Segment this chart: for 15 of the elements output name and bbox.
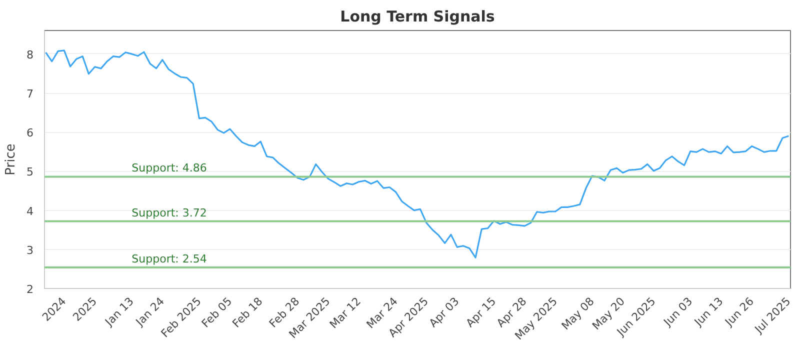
y-tick-label: 2 xyxy=(26,283,34,296)
x-tick-label: Apr 15 xyxy=(464,294,499,330)
ref-line-label: Support: 3.72 xyxy=(132,206,207,220)
y-tick-label: 7 xyxy=(26,88,34,101)
y-tick-label: 4 xyxy=(26,204,34,218)
y-tick-label: 8 xyxy=(26,48,34,62)
x-tick-label: Feb 18 xyxy=(230,294,266,330)
x-tick-label: Apr 03 xyxy=(426,294,462,330)
chart-title: Long Term Signals xyxy=(340,8,495,26)
y-tick-label: 5 xyxy=(26,166,34,179)
ref-line-label: Support: 2.54 xyxy=(132,252,207,266)
y-tick-label: 3 xyxy=(26,244,34,257)
y-tick-label: 6 xyxy=(26,126,34,140)
y-axis-title: Price xyxy=(4,144,18,176)
ref-line-label: Support: 4.86 xyxy=(132,162,207,175)
